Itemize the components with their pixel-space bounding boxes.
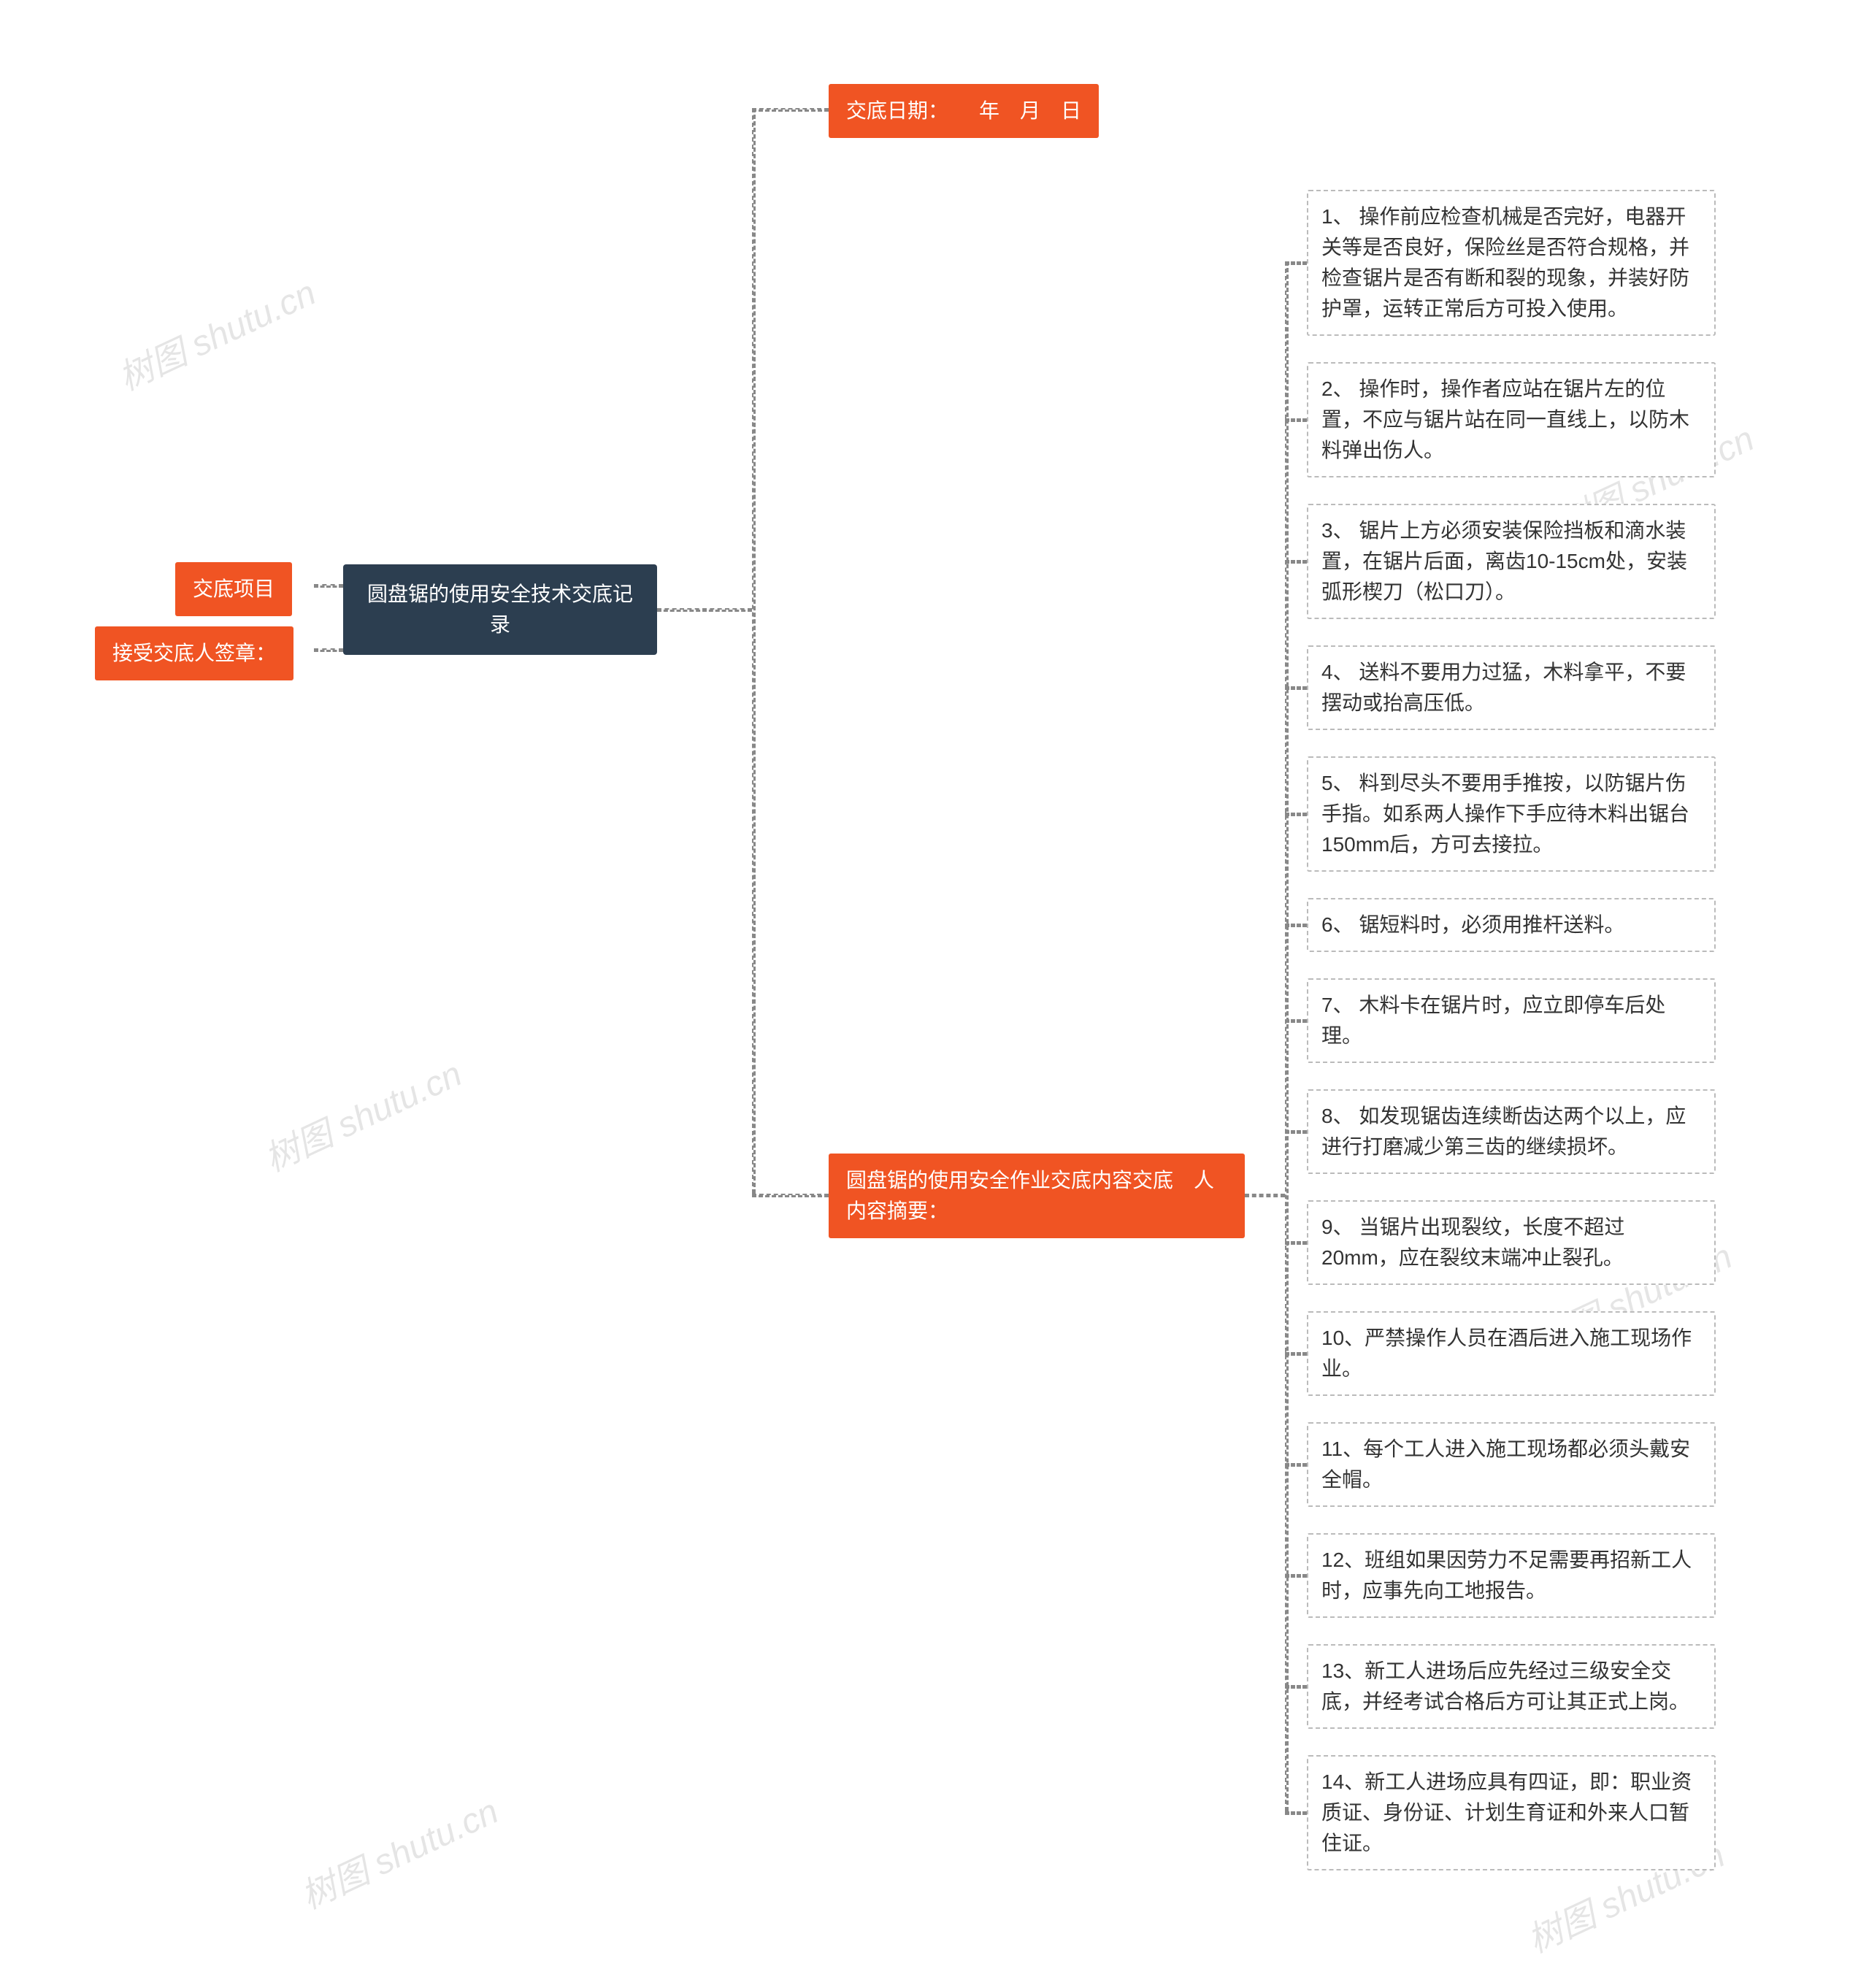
content-item: 8、 如发现锯齿连续断齿达两个以上，应进行打磨减少第三齿的继续损坏。 bbox=[1307, 1089, 1716, 1174]
connector bbox=[1285, 418, 1307, 422]
connector bbox=[1285, 1463, 1307, 1467]
content-item: 10、严禁操作人员在酒后进入施工现场作业。 bbox=[1307, 1311, 1716, 1396]
connector bbox=[1285, 813, 1307, 816]
content-item: 9、 当锯片出现裂纹，长度不超过20mm，应在裂纹末端冲止裂孔。 bbox=[1307, 1200, 1716, 1285]
content-item: 12、班组如果因劳力不足需要再招新工人时，应事先向工地报告。 bbox=[1307, 1533, 1716, 1618]
root-node: 圆盘锯的使用安全技术交底记录 bbox=[343, 564, 657, 655]
content-item: 3、 锯片上方必须安装保险挡板和滴水装置，在锯片后面，离齿10-15cm处，安装… bbox=[1307, 504, 1716, 619]
connector bbox=[1285, 1811, 1307, 1815]
connector bbox=[752, 108, 756, 1194]
content-item: 6、 锯短料时，必须用推杆送料。 bbox=[1307, 898, 1716, 952]
watermark: 树图 shutu.cn bbox=[109, 264, 323, 400]
content-item: 2、 操作时，操作者应站在锯片左的位置，不应与锯片站在同一直线上，以防木料弹出伤… bbox=[1307, 362, 1716, 477]
connector bbox=[1285, 1574, 1307, 1578]
connector bbox=[314, 648, 343, 652]
right-l1-node-2: 圆盘锯的使用安全作业交底内容交底 人 内容摘要： bbox=[829, 1154, 1245, 1238]
connector bbox=[1285, 261, 1307, 265]
connector bbox=[752, 108, 829, 112]
connector bbox=[1285, 686, 1307, 690]
content-item: 4、 送料不要用力过猛，木料拿平，不要摆动或抬高压低。 bbox=[1307, 645, 1716, 730]
connector bbox=[1245, 1194, 1285, 1197]
connector bbox=[1285, 1241, 1307, 1245]
content-item: 14、新工人进场应具有四证，即：职业资质证、身份证、计划生育证和外来人口暂住证。 bbox=[1307, 1755, 1716, 1870]
connector bbox=[1285, 1685, 1307, 1689]
content-item: 1、 操作前应检查机械是否完好，电器开关等是否良好，保险丝是否符合规格，并检查锯… bbox=[1307, 190, 1716, 336]
content-item: 7、 木料卡在锯片时，应立即停车后处理。 bbox=[1307, 978, 1716, 1063]
left-node-2: 接受交底人签章： bbox=[95, 626, 293, 680]
content-item: 5、 料到尽头不要用手推按，以防锯片伤手指。如系两人操作下手应待木料出锯台150… bbox=[1307, 756, 1716, 872]
watermark: 树图 shutu.cn bbox=[255, 1045, 469, 1181]
left-node-1: 交底项目 bbox=[175, 562, 292, 616]
connector bbox=[1285, 560, 1307, 564]
content-item: 11、每个工人进入施工现场都必须头戴安全帽。 bbox=[1307, 1422, 1716, 1507]
watermark: 树图 shutu.cn bbox=[291, 1783, 505, 1919]
connector bbox=[1285, 924, 1307, 927]
content-item: 13、新工人进场后应先经过三级安全交底，并经考试合格后方可让其正式上岗。 bbox=[1307, 1644, 1716, 1729]
connector bbox=[314, 584, 343, 588]
connector bbox=[1285, 1352, 1307, 1356]
connector bbox=[1285, 1019, 1307, 1023]
connector bbox=[1285, 261, 1289, 1811]
connector bbox=[657, 608, 752, 612]
connector bbox=[1285, 1130, 1307, 1134]
connector bbox=[752, 1194, 829, 1197]
right-l1-node-1: 交底日期： 年 月 日 bbox=[829, 84, 1099, 138]
